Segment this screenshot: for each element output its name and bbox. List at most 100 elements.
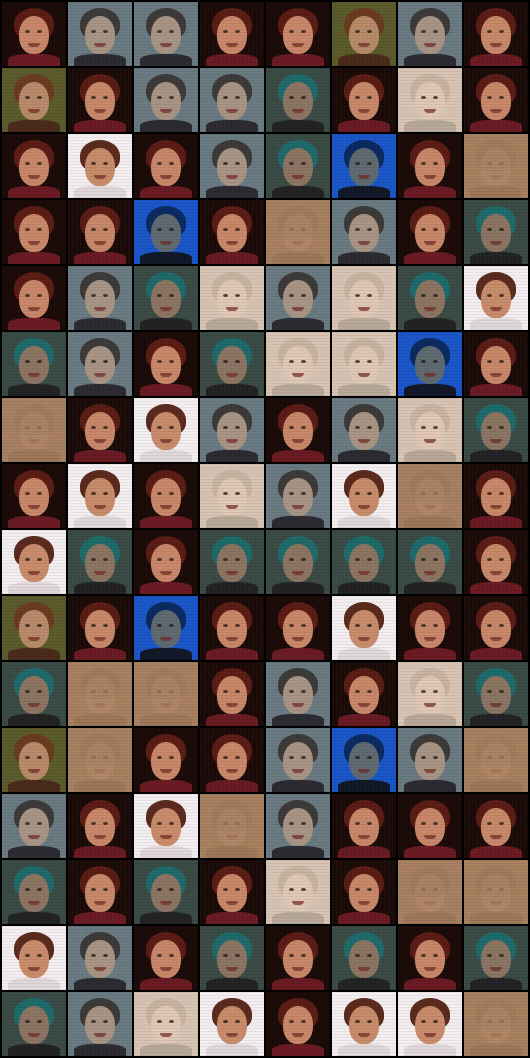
face-shape bbox=[217, 742, 247, 780]
face-shape bbox=[19, 1006, 49, 1044]
mouth-shape bbox=[94, 571, 106, 575]
eye-shape bbox=[289, 558, 294, 561]
eye-shape bbox=[355, 822, 360, 825]
eye-shape bbox=[223, 822, 228, 825]
face-tile bbox=[134, 68, 198, 132]
face-shape bbox=[151, 610, 181, 648]
face-tile bbox=[134, 662, 198, 726]
mouth-shape bbox=[226, 43, 238, 47]
face-shape bbox=[349, 82, 379, 120]
noise-texture bbox=[266, 794, 330, 858]
face-tile bbox=[68, 662, 132, 726]
eye-shape bbox=[289, 360, 294, 363]
face-tile bbox=[2, 794, 66, 858]
eye-shape bbox=[157, 690, 162, 693]
mouth-shape bbox=[28, 373, 40, 377]
eye-shape bbox=[499, 1020, 504, 1023]
mouth-shape bbox=[424, 43, 436, 47]
noise-texture bbox=[398, 662, 462, 726]
face-shape bbox=[283, 148, 313, 186]
eye-shape bbox=[487, 690, 492, 693]
eye-shape bbox=[487, 558, 492, 561]
mouth-shape bbox=[28, 901, 40, 905]
eye-shape bbox=[355, 558, 360, 561]
face-tile bbox=[200, 398, 264, 462]
mouth-shape bbox=[358, 571, 370, 575]
shirt-shape bbox=[74, 978, 126, 990]
noise-texture bbox=[464, 860, 528, 924]
eye-shape bbox=[25, 1020, 30, 1023]
eye-shape bbox=[421, 1020, 426, 1023]
face-shape bbox=[217, 280, 247, 318]
mouth-shape bbox=[226, 241, 238, 245]
face-tile bbox=[266, 266, 330, 330]
eye-shape bbox=[103, 426, 108, 429]
face-tile bbox=[398, 398, 462, 462]
noise-texture bbox=[398, 728, 462, 792]
eye-shape bbox=[301, 30, 306, 33]
noise-texture bbox=[134, 464, 198, 528]
face-tile bbox=[200, 464, 264, 528]
noise-texture bbox=[134, 596, 198, 660]
eye-shape bbox=[301, 294, 306, 297]
eye-shape bbox=[223, 624, 228, 627]
eye-shape bbox=[289, 426, 294, 429]
eye-shape bbox=[421, 954, 426, 957]
face-tile bbox=[266, 134, 330, 198]
eye-shape bbox=[499, 294, 504, 297]
face-shape bbox=[415, 214, 445, 252]
shirt-shape bbox=[74, 384, 126, 396]
eye-shape bbox=[301, 690, 306, 693]
noise-texture bbox=[68, 266, 132, 330]
shirt-shape bbox=[206, 450, 258, 462]
eye-shape bbox=[37, 96, 42, 99]
shirt-shape bbox=[338, 516, 390, 528]
noise-texture bbox=[68, 596, 132, 660]
shirt-shape bbox=[272, 648, 324, 660]
eye-shape bbox=[301, 492, 306, 495]
face-shape bbox=[481, 610, 511, 648]
face-shape bbox=[85, 544, 115, 582]
noise-texture bbox=[200, 794, 264, 858]
eye-shape bbox=[223, 756, 228, 759]
face-tile bbox=[68, 596, 132, 660]
eye-shape bbox=[355, 690, 360, 693]
face-tile bbox=[134, 266, 198, 330]
shirt-shape bbox=[140, 120, 192, 132]
face-tile bbox=[464, 332, 528, 396]
face-shape bbox=[19, 742, 49, 780]
eye-shape bbox=[91, 162, 96, 165]
shirt-shape bbox=[206, 516, 258, 528]
shirt-shape bbox=[272, 450, 324, 462]
eye-shape bbox=[433, 228, 438, 231]
hair-shape bbox=[476, 140, 516, 172]
eye-shape bbox=[37, 954, 42, 957]
eye-shape bbox=[301, 96, 306, 99]
hair-shape bbox=[212, 800, 252, 832]
eye-shape bbox=[289, 624, 294, 627]
shirt-shape bbox=[74, 120, 126, 132]
mouth-shape bbox=[424, 1033, 436, 1037]
mouth-shape bbox=[28, 175, 40, 179]
eye-shape bbox=[223, 360, 228, 363]
face-shape bbox=[151, 280, 181, 318]
eye-shape bbox=[223, 426, 228, 429]
shirt-shape bbox=[272, 912, 324, 924]
noise-texture bbox=[200, 200, 264, 264]
noise-texture bbox=[464, 464, 528, 528]
mouth-shape bbox=[226, 637, 238, 641]
noise-texture bbox=[398, 530, 462, 594]
mouth-shape bbox=[160, 505, 172, 509]
eye-shape bbox=[367, 294, 372, 297]
hair-shape bbox=[476, 734, 516, 766]
face-shape bbox=[85, 478, 115, 516]
shirt-shape bbox=[140, 252, 192, 264]
face-tile bbox=[2, 464, 66, 528]
eye-shape bbox=[37, 888, 42, 891]
face-shape bbox=[481, 346, 511, 384]
face-tile bbox=[332, 134, 396, 198]
eye-shape bbox=[157, 954, 162, 957]
noise-texture bbox=[68, 200, 132, 264]
face-shape bbox=[283, 412, 313, 450]
face-tile bbox=[332, 266, 396, 330]
